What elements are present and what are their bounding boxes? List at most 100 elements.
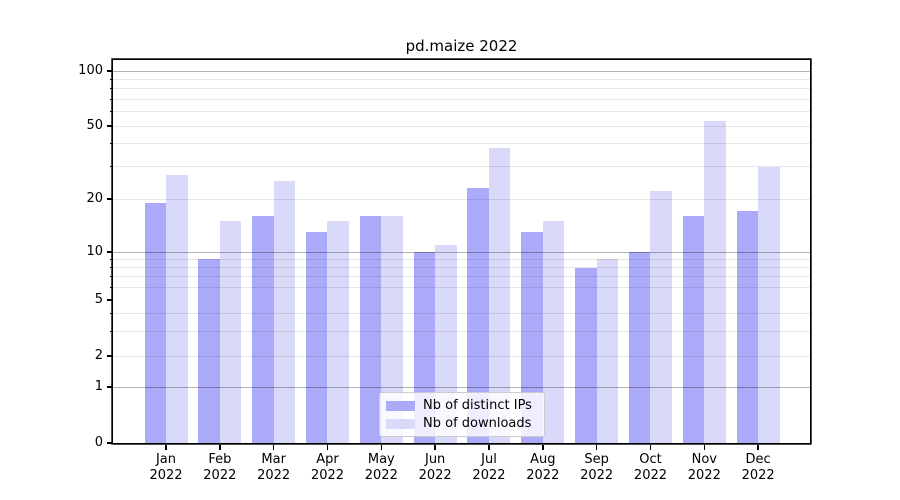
y-minor-tick-50 [109,125,112,127]
y-tick-label-5: 5 [94,292,103,307]
bar-dec-distinct-ips [736,211,759,443]
x-tick-label-jan: Jan 2022 [149,452,183,483]
bar-apr-downloads [327,221,349,443]
legend-label-downloads: Nb of downloads [423,416,532,431]
x-tick-may [380,445,383,450]
minor-gridline-60 [113,111,810,112]
x-tick-label-dec: Dec 2022 [741,452,775,483]
bar-dec-downloads [758,166,780,443]
minor-gridline-3 [113,330,810,332]
grid-layer [113,60,810,443]
y-minor-tick-4 [109,313,112,315]
bar-mar-distinct-ips [252,216,274,443]
minor-gridline-90 [113,78,810,80]
minor-gridline-9 [113,258,810,260]
bar-sep-downloads [596,259,619,443]
y-tick-100 [107,70,112,72]
minor-gridline-8 [113,267,810,268]
x-tick-aug [542,445,544,450]
bar-oct-downloads [650,191,672,443]
bar-may-downloads [381,216,403,443]
x-tick-label-oct: Oct 2022 [633,452,668,483]
bar-aug-downloads [542,221,565,443]
x-tick-apr [326,445,329,450]
legend-row-distinct-ips: Nb of distinct IPs [380,398,544,413]
y-tick-label-2: 2 [94,348,103,363]
legend-label-distinct-ips: Nb of distinct IPs [423,398,532,413]
x-tick-jul [488,445,490,450]
y-tick-label-1: 1 [94,379,103,394]
minor-gridline-4 [113,313,810,315]
bar-jan-downloads [166,175,188,443]
y-minor-tick-60 [109,111,112,112]
x-tick-label-feb: Feb 2022 [203,452,237,483]
bars-layer [113,60,810,443]
plot-area [113,60,810,443]
y-minor-tick-3 [109,330,112,332]
bar-sep-distinct-ips [575,267,597,443]
minor-gridline-40 [113,143,810,145]
y-minor-tick-2 [109,355,112,357]
x-tick-jun [434,445,436,450]
x-tick-oct [649,445,652,450]
minor-gridline-2 [113,355,810,357]
x-tick-label-sep: Sep 2022 [580,452,614,483]
x-tick-feb [219,445,221,450]
y-tick-label-50: 50 [86,118,103,133]
minor-gridline-70 [113,98,810,100]
x-tick-dec [757,445,759,450]
y-tick-label-20: 20 [86,191,103,206]
minor-gridline-50 [113,125,810,127]
minor-gridline-20 [113,198,810,200]
bar-jan-distinct-ips [144,202,166,443]
bar-feb-distinct-ips [198,259,220,443]
x-tick-label-may: May 2022 [364,452,398,483]
bar-apr-distinct-ips [305,231,328,443]
y-tick-0 [107,442,112,444]
y-tick-label-10: 10 [86,244,103,259]
y-minor-tick-40 [109,143,112,145]
y-minor-tick-9 [109,258,112,260]
bar-mar-downloads [273,181,296,443]
y-minor-tick-20 [109,198,112,200]
y-minor-tick-70 [109,98,112,100]
y-tick-1 [107,386,112,388]
legend-row-downloads: Nb of downloads [380,416,544,431]
x-tick-label-mar: Mar 2022 [257,452,291,483]
legend-swatch-distinct-ips [386,400,415,411]
major-gridline-100 [113,70,810,72]
minor-gridline-6 [113,286,810,288]
major-gridline-10 [113,251,810,253]
x-tick-jan [165,445,167,450]
bar-feb-downloads [219,221,242,443]
bar-jul-distinct-ips [467,187,489,443]
minor-gridline-7 [113,276,810,278]
chart-title: pd.maize 2022 [405,37,518,55]
y-minor-tick-30 [109,166,112,168]
bar-oct-distinct-ips [628,252,651,443]
bar-nov-downloads [704,121,726,443]
y-tick-label-0: 0 [94,435,103,450]
x-tick-label-aug: Aug 2022 [526,452,560,483]
bar-jul-downloads [488,147,511,443]
x-tick-label-jun: Jun 2022 [418,452,452,483]
minor-gridline-30 [113,166,810,168]
x-tick-label-nov: Nov 2022 [687,452,721,483]
minor-gridline-80 [113,88,810,90]
x-tick-mar [272,445,275,450]
bar-aug-distinct-ips [521,231,543,443]
x-tick-label-apr: Apr 2022 [310,452,345,483]
x-tick-sep [595,445,598,450]
bar-may-distinct-ips [359,216,382,443]
x-tick-label-jul: Jul 2022 [472,452,506,483]
legend: Nb of distinct IPs Nb of downloads [379,392,545,437]
major-gridline-1 [113,386,810,388]
y-tick-label-100: 100 [78,63,103,78]
y-minor-tick-90 [109,78,112,80]
y-tick-10 [107,251,112,253]
y-minor-tick-6 [109,286,112,288]
y-minor-tick-8 [109,267,112,268]
legend-swatch-downloads [386,418,415,429]
y-minor-tick-80 [109,88,112,90]
